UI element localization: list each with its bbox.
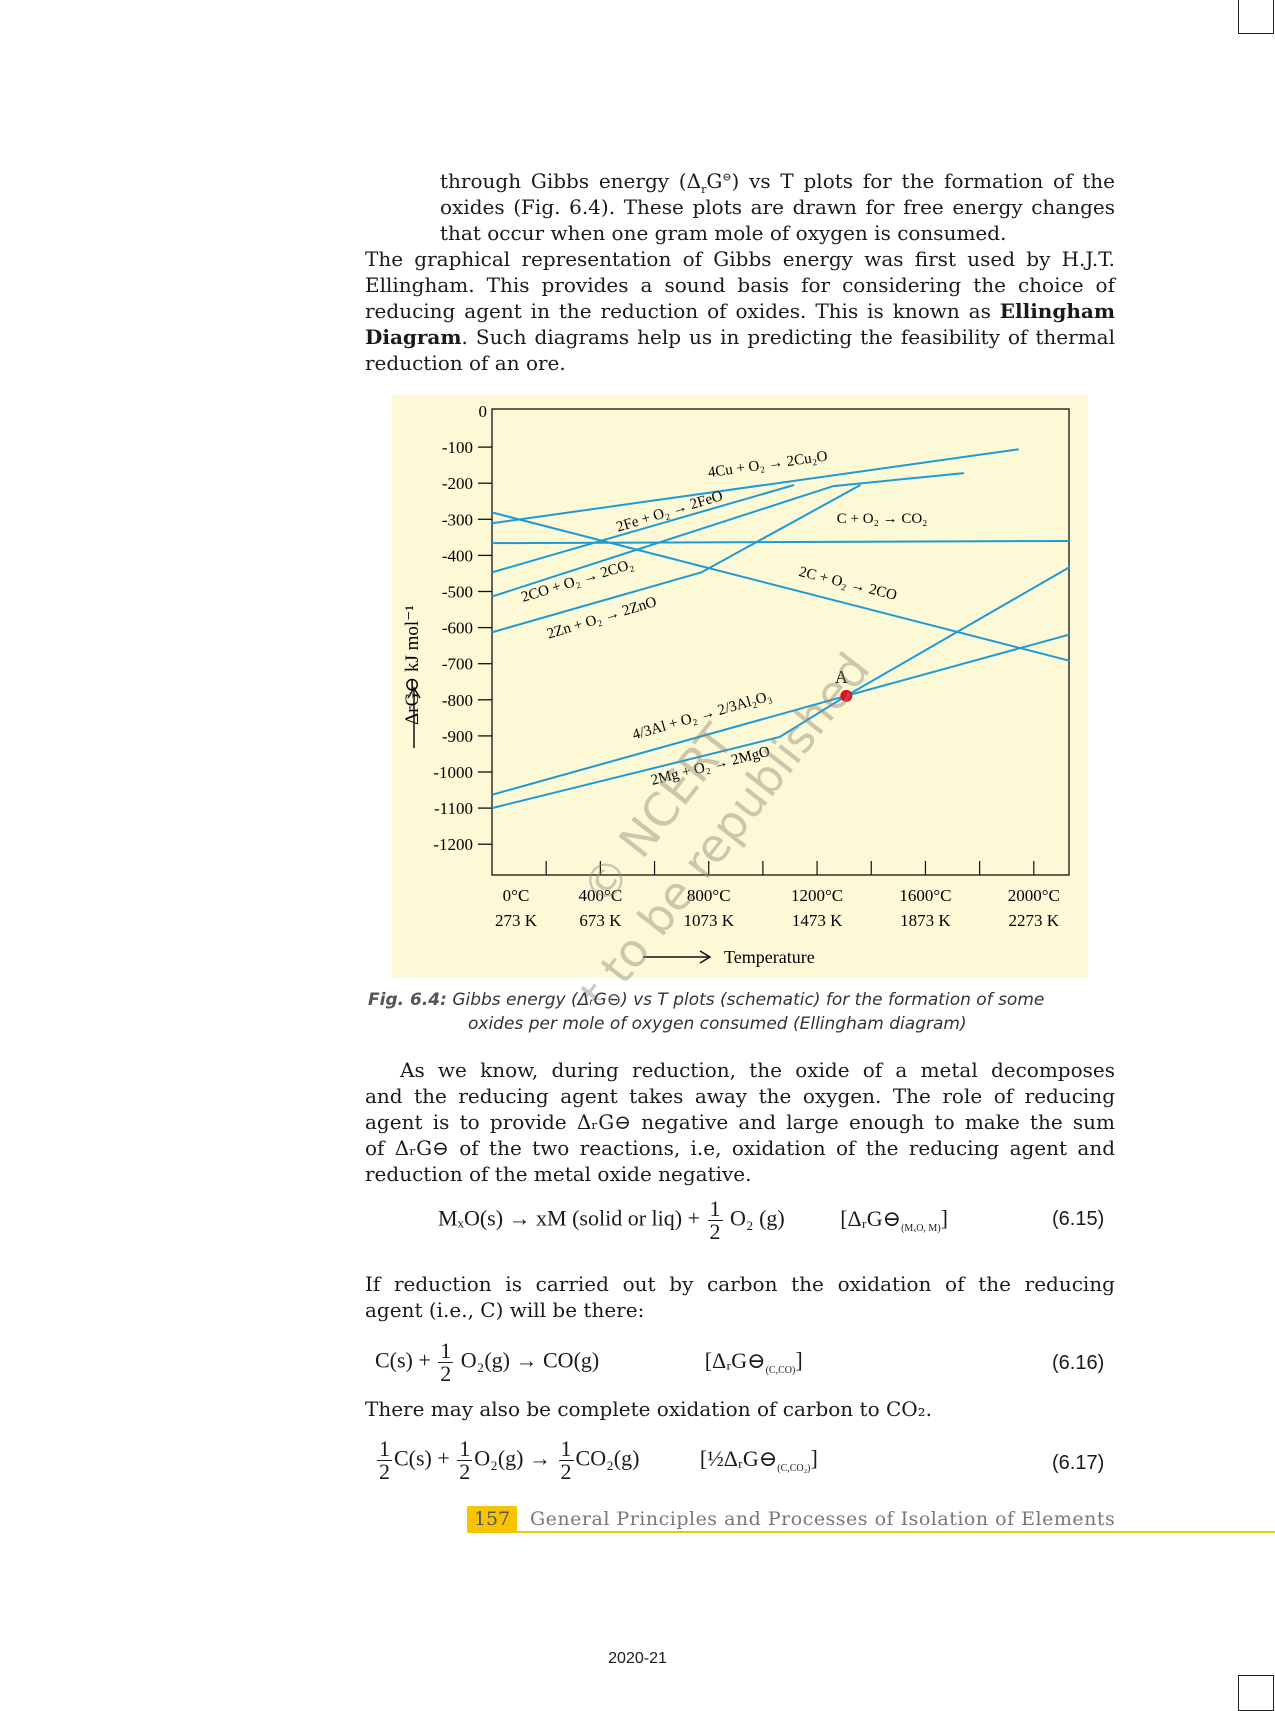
y-axis-label: ΔrG⊖ kJ mol⁻¹ xyxy=(402,605,423,725)
text-line: Ellingham. This provides a sound basis f… xyxy=(365,273,1115,297)
y-tick-label: -1200 xyxy=(433,835,473,854)
series-line xyxy=(491,472,965,598)
ellingham-diagram: 0 -100 -200 -300 -400 -500 -600 -700 -800 -900 -10… xyxy=(402,402,1071,1000)
running-footer-title: General Principles and Processes of Isol… xyxy=(530,1508,1116,1530)
y-tick-label: -200 xyxy=(442,474,473,493)
y-tick-label: -100 xyxy=(442,438,473,457)
y-tick-label: -500 xyxy=(442,583,473,602)
series-line xyxy=(491,484,795,574)
text-line: through Gibbs energy (ΔrG⊖) vs T plots f… xyxy=(440,169,1116,196)
svg-text:not to be republished: not to be republished xyxy=(534,643,880,1000)
text-line: Diagram. Such diagrams help us in predic… xyxy=(365,325,1115,349)
equation-number: (6.17) xyxy=(1052,1452,1105,1474)
series-label: 2C + O₂ → 2CO xyxy=(797,564,898,604)
x-tick-label-kelvin: 273 K xyxy=(495,911,538,930)
equation-number: (6.15) xyxy=(1052,1208,1105,1230)
series-line xyxy=(491,566,1071,810)
x-axis-arrowhead xyxy=(699,950,712,964)
footer-rule xyxy=(467,1531,1275,1533)
x-tick-label-celsius: 1600°C xyxy=(899,886,951,905)
x-tick-label-celsius: 0°C xyxy=(503,886,530,905)
text-line: of ΔᵣG⊖ of the two reactions, i.e, oxida… xyxy=(365,1136,1115,1160)
text-line: reduction of an ore. xyxy=(365,351,566,375)
text-line: There may also be complete oxidation of … xyxy=(365,1397,933,1421)
x-axis-title: Temperature xyxy=(724,947,815,967)
series-line xyxy=(491,448,1019,525)
y-tick-label: 0 xyxy=(479,402,488,421)
series-line xyxy=(491,484,861,634)
y-axis-title: ΔrG⊖ kJ mol⁻¹ xyxy=(402,605,423,725)
y-tick-label: -600 xyxy=(442,619,473,638)
text-line: that occur when one gram mole of oxygen … xyxy=(440,221,1007,245)
text-line: reduction of the metal oxide negative. xyxy=(365,1162,752,1186)
text-line: As we know, during reduction, the oxide … xyxy=(400,1058,1115,1082)
series-line xyxy=(491,511,1071,662)
x-tick-label-kelvin: 673 K xyxy=(579,911,622,930)
text-line: The graphical representation of Gibbs en… xyxy=(365,247,1115,271)
x-tick-label-kelvin: 1073 K xyxy=(683,911,734,930)
series-label: 2Fe + O₂ → 2FeO xyxy=(615,488,725,536)
x-tick-label-celsius: 1200°C xyxy=(791,886,843,905)
watermark: © NCERT not to be republished xyxy=(534,643,880,1000)
equation-number: (6.16) xyxy=(1052,1352,1105,1374)
y-tick-label: -1100 xyxy=(434,799,473,818)
corner-mark-bottom xyxy=(1238,1675,1274,1711)
y-tick-label: -1000 xyxy=(433,763,473,782)
point-a-marker xyxy=(840,689,853,702)
text-line: and the reducing agent takes away the ox… xyxy=(365,1084,1115,1108)
y-tick-label: -800 xyxy=(442,691,473,710)
series-label: C + O₂ → CO₂ xyxy=(837,511,928,527)
corner-mark-top xyxy=(1238,0,1274,34)
text-line: reducing agent in the reduction of oxide… xyxy=(365,299,1115,323)
text-line: If reduction is carried out by carbon th… xyxy=(365,1272,1115,1296)
x-tick-label-celsius: 400°C xyxy=(579,886,623,905)
x-tick-label-kelvin: 2273 K xyxy=(1009,911,1060,930)
x-tick-label-celsius: 800°C xyxy=(687,886,731,905)
x-tick-label-celsius: 2000°C xyxy=(1008,886,1060,905)
series-label: 4Cu + O₂ → 2Cu₂O xyxy=(707,448,829,481)
series-line xyxy=(491,539,1070,545)
text-line: agent (i.e., C) will be there: xyxy=(365,1298,645,1322)
point-a-label: A xyxy=(835,667,848,687)
y-tick-label: -400 xyxy=(442,546,473,565)
x-tick-label-kelvin: 1873 K xyxy=(900,911,951,930)
text-line: oxides (Fig. 6.4). These plots are drawn… xyxy=(440,195,1115,219)
figure-caption-line2: oxides per mole of oxygen consumed (Elli… xyxy=(468,1014,967,1034)
ellingham-diagram-background xyxy=(392,395,1088,978)
text-line: agent is to provide ΔᵣG⊖ negative and la… xyxy=(365,1110,1115,1134)
y-tick-label: -900 xyxy=(442,727,473,746)
figure-caption: Fig. 6.4: Gibbs energy (ΔᵣG⊖) vs T plots… xyxy=(368,990,1045,1010)
x-tick-label-kelvin: 1473 K xyxy=(792,911,843,930)
plot-frame xyxy=(491,408,1070,876)
y-tick-label: -700 xyxy=(442,655,473,674)
figure-label: Fig. 6.4: xyxy=(368,990,447,1010)
y-axis-arrowhead xyxy=(407,686,421,699)
page-number: 157 xyxy=(467,1506,517,1532)
year-stamp: 2020-21 xyxy=(608,1650,667,1667)
y-tick-label: -300 xyxy=(442,510,473,529)
equation-6-17: 1 2 C(s) + 1 2 O₂(g) → 1 2 CO₂(g) [½ΔᵣG⊖(C,CO₂… xyxy=(377,1436,818,1484)
